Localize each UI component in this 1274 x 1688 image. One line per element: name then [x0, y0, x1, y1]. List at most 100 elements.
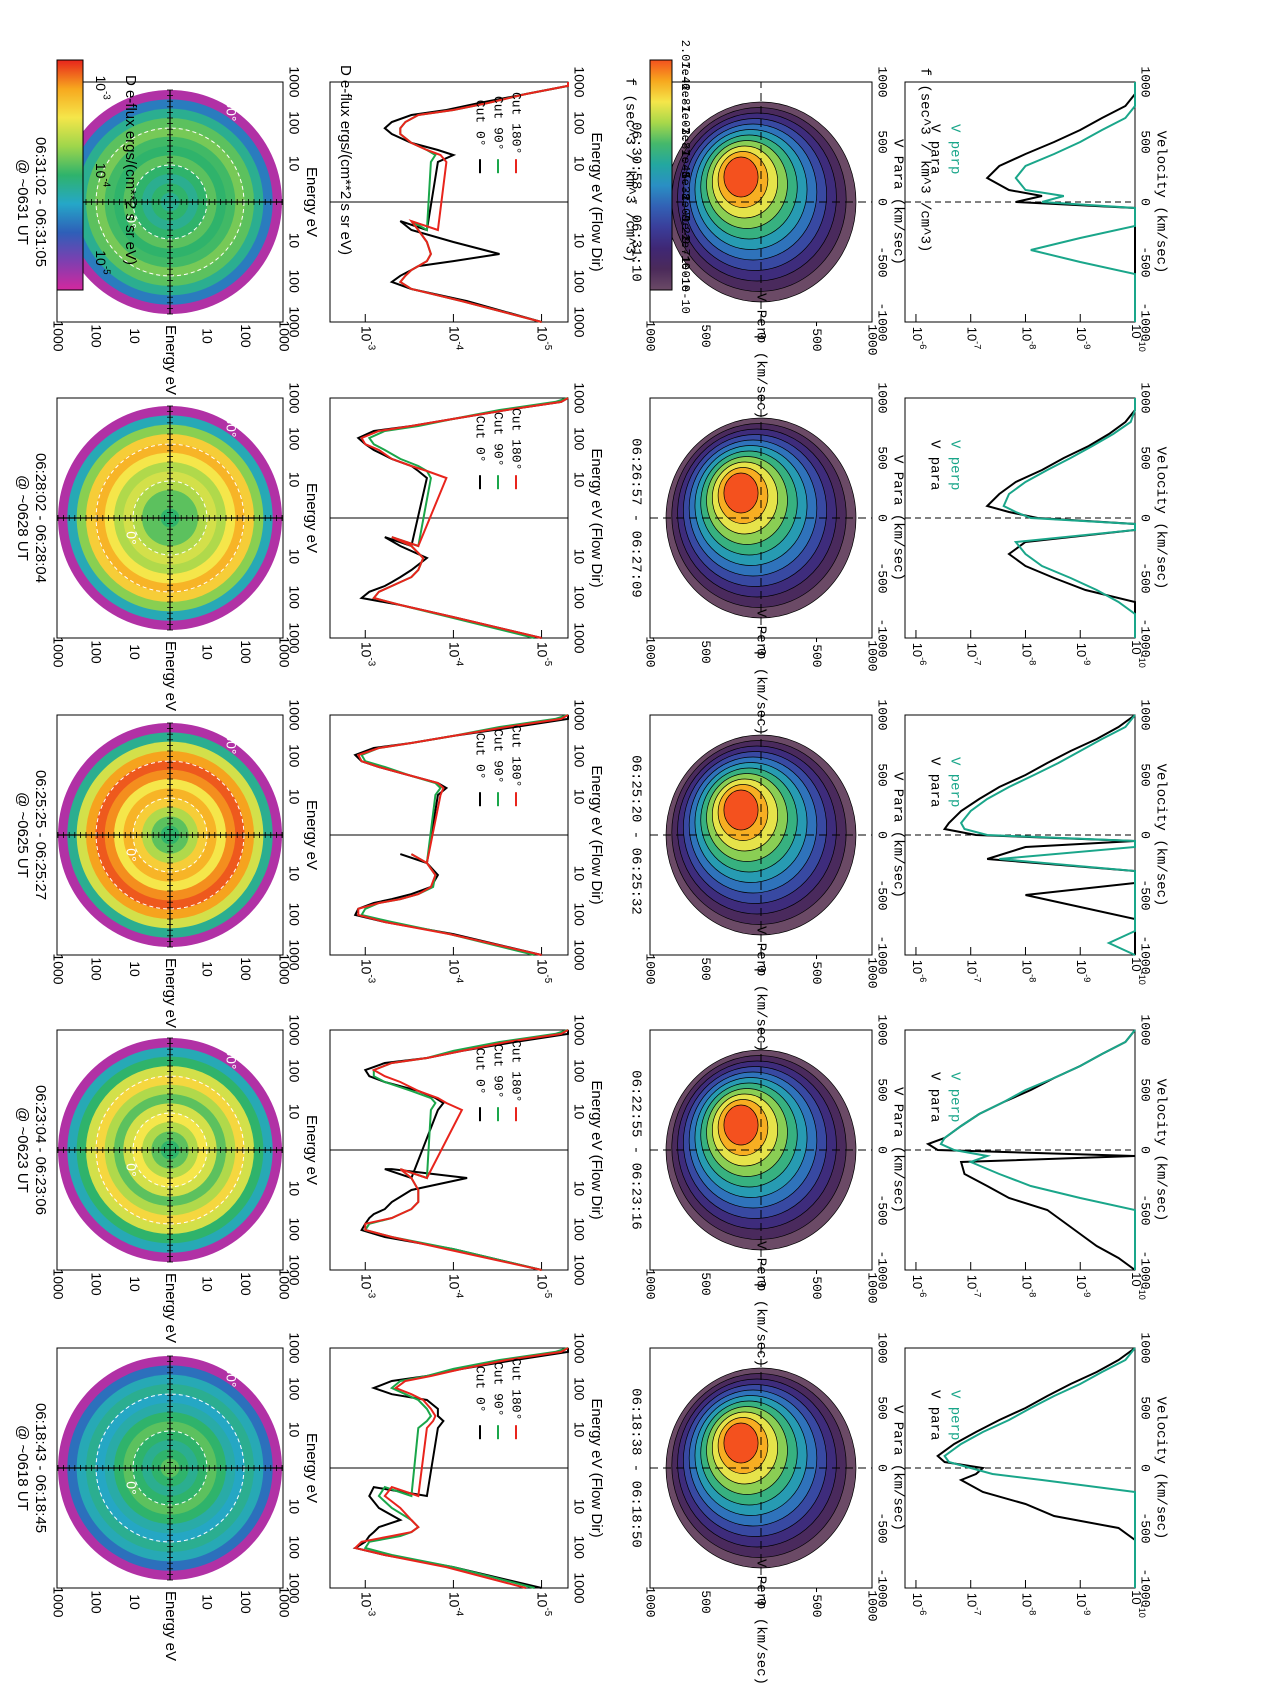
- vcut-y-tick-label: 10-6: [910, 1275, 928, 1298]
- velocity-cut-panel: 10-610-710-810-910-10-1000-50005001000Ve…: [904, 382, 1168, 668]
- polar-x-tick-label: 10: [286, 866, 302, 882]
- vdf-y-tick-label: -1000: [865, 1582, 880, 1621]
- cut-x-tick-label: 10: [571, 789, 587, 805]
- tick-exponent: -9: [1082, 1607, 1092, 1615]
- polar-angle-label-0: 0°: [123, 1163, 139, 1176]
- vdf-x-tick-label: -500: [875, 1512, 890, 1543]
- polar-y-tick-label: 1000: [50, 636, 66, 667]
- polar-x-tick-label: 10: [286, 1181, 302, 1197]
- tick-base: 10: [910, 1275, 925, 1289]
- vdf-x-tick-label: 1000: [875, 382, 890, 413]
- vdf-y-axis-label: V Perp (km/sec): [752, 926, 768, 1052]
- tick-exponent: -4: [101, 178, 112, 187]
- tick-base: 10: [359, 326, 375, 342]
- tick-base: 10: [359, 1592, 375, 1608]
- vdf-y-tick-label: -1000: [865, 949, 880, 988]
- vcut-legend-label: V para: [926, 1072, 942, 1122]
- column-3: @ ~0625 UT 06:25:25 - 06:25:27 0°180°10001…: [14, 699, 1168, 1052]
- tick-base: 10: [964, 327, 979, 341]
- polar-y-tick-label: 1000: [50, 320, 66, 351]
- tick-base: 10: [1019, 327, 1034, 341]
- polar-angle-label-180: 180°: [223, 1359, 239, 1388]
- cut-x-tick-label: 100: [571, 1059, 587, 1083]
- tick-exponent: -3: [366, 1289, 377, 1298]
- vdf-y-tick-label: -500: [809, 953, 824, 984]
- cut-y-tick-label: 10-4: [447, 1592, 465, 1617]
- polar-x-tick-label: 100: [286, 744, 302, 768]
- vcut-y-tick-label: 10-6: [910, 643, 928, 666]
- vcut-x-tick-label: 500: [1138, 1078, 1153, 1101]
- cut-x-tick-label: 10: [571, 1422, 587, 1438]
- vcut-x-tick-label: 0: [1138, 1464, 1153, 1472]
- cut-x-tick-label: 1000: [571, 939, 587, 970]
- vdf-y-tick-label: -1000: [865, 316, 880, 355]
- tick-exponent: -7: [972, 1289, 982, 1297]
- vcut-x-tick-label: -1000: [1138, 302, 1153, 341]
- tick-exponent: -5: [101, 266, 112, 275]
- polar-x-tick-label: 100: [286, 903, 302, 927]
- cut-y-tick-label: 10-4: [447, 326, 465, 351]
- cut-series-cut180: [398, 82, 569, 323]
- vdf-y-tick-label: 1000: [643, 1268, 658, 1299]
- vcut-legend-label: V para: [926, 1390, 942, 1440]
- vcut-y-tick-label: 10-7: [964, 1593, 982, 1616]
- vdf-time-range: 06:30:58 - 06:31:10: [627, 122, 643, 282]
- vcut-x-axis-label: Velocity (km/sec): [1152, 1397, 1168, 1540]
- vcut-x-tick-label: 500: [1138, 446, 1153, 469]
- vcut-x-tick-label: 1000: [1138, 1332, 1153, 1363]
- tick-base: 10: [1074, 327, 1089, 341]
- tick-base: 10: [359, 1274, 375, 1290]
- cut-x-tick-label: 100: [571, 1536, 587, 1560]
- f-colorbar-title: f (sec^3 / km^3 /cm^3): [621, 78, 637, 263]
- cut-legend-label: Cut 180°: [509, 408, 524, 470]
- cut-legend-label: Cut 180°: [509, 92, 524, 154]
- column-time-range: 06:25:25 - 06:25:27: [32, 770, 49, 900]
- polar-y-tick-label: 10: [199, 1276, 215, 1292]
- vcut-y-tick-label: 10-8: [1019, 1593, 1037, 1616]
- vdf-y-tick-label: -500: [809, 1268, 824, 1299]
- vdf-y-tick-label: 1000: [643, 320, 658, 351]
- polar-y-tick-label: 100: [238, 640, 254, 664]
- tick-base: 10: [1019, 1593, 1034, 1607]
- vdf-y-tick-label: 500: [698, 1590, 713, 1613]
- tick-exponent: -3: [366, 1607, 377, 1616]
- vcut-series-v-para: [942, 714, 1136, 955]
- tick-exponent: -3: [366, 657, 377, 666]
- tick-exponent: -5: [542, 1289, 553, 1298]
- vcut-y-tick-label: 10-6: [910, 960, 928, 983]
- eflux-colorbar-bar: [56, 59, 84, 291]
- cut-y-axis-label: D e-flux ergs/(cm**2 s sr eV): [337, 65, 354, 255]
- vcut-y-tick-label: 10-7: [964, 643, 982, 666]
- vdf-x-tick-label: 1000: [875, 1014, 890, 1045]
- vcut-legend-label: V perp: [946, 757, 962, 807]
- f-colorbar-tick: 5.31e-9: [678, 172, 692, 222]
- cut-x-tick-label: 10: [571, 549, 587, 565]
- vdf-x-tick-label: -1000: [875, 1568, 890, 1607]
- vcut-legend-label: V perp: [946, 440, 962, 490]
- vdf-y-tick-label: 500: [698, 640, 713, 663]
- cut-y-tick-label: 10-5: [535, 326, 553, 351]
- column-5: @ ~0631 UT 06:31:02 - 06:31:05 0°180°10001…: [14, 66, 1168, 419]
- cut-y-tick-label: 10-4: [447, 959, 465, 984]
- polar-y-tick-label: 1000: [50, 1586, 66, 1617]
- vdf-y-tick-label: -500: [809, 1586, 824, 1617]
- vcut-x-tick-label: -500: [1138, 562, 1153, 593]
- tick-exponent: -8: [1027, 974, 1037, 982]
- tick-exponent: -9: [1082, 341, 1092, 349]
- vdf-contour: [723, 1422, 759, 1464]
- tick-base: 10: [1129, 640, 1144, 654]
- tick-base: 10: [1074, 643, 1089, 657]
- cut-y-tick-label: 10-3: [359, 642, 377, 667]
- polar-x-tick-label: 1000: [286, 306, 302, 337]
- tick-base: 10: [359, 642, 375, 658]
- tick-exponent: -10: [1136, 655, 1146, 668]
- vcut-x-tick-label: -500: [1138, 879, 1153, 910]
- cut-legend-label: Cut 0°: [473, 100, 488, 147]
- polar-y-tick-label: 100: [89, 957, 105, 981]
- polar-y-tick-label: 10: [127, 961, 143, 977]
